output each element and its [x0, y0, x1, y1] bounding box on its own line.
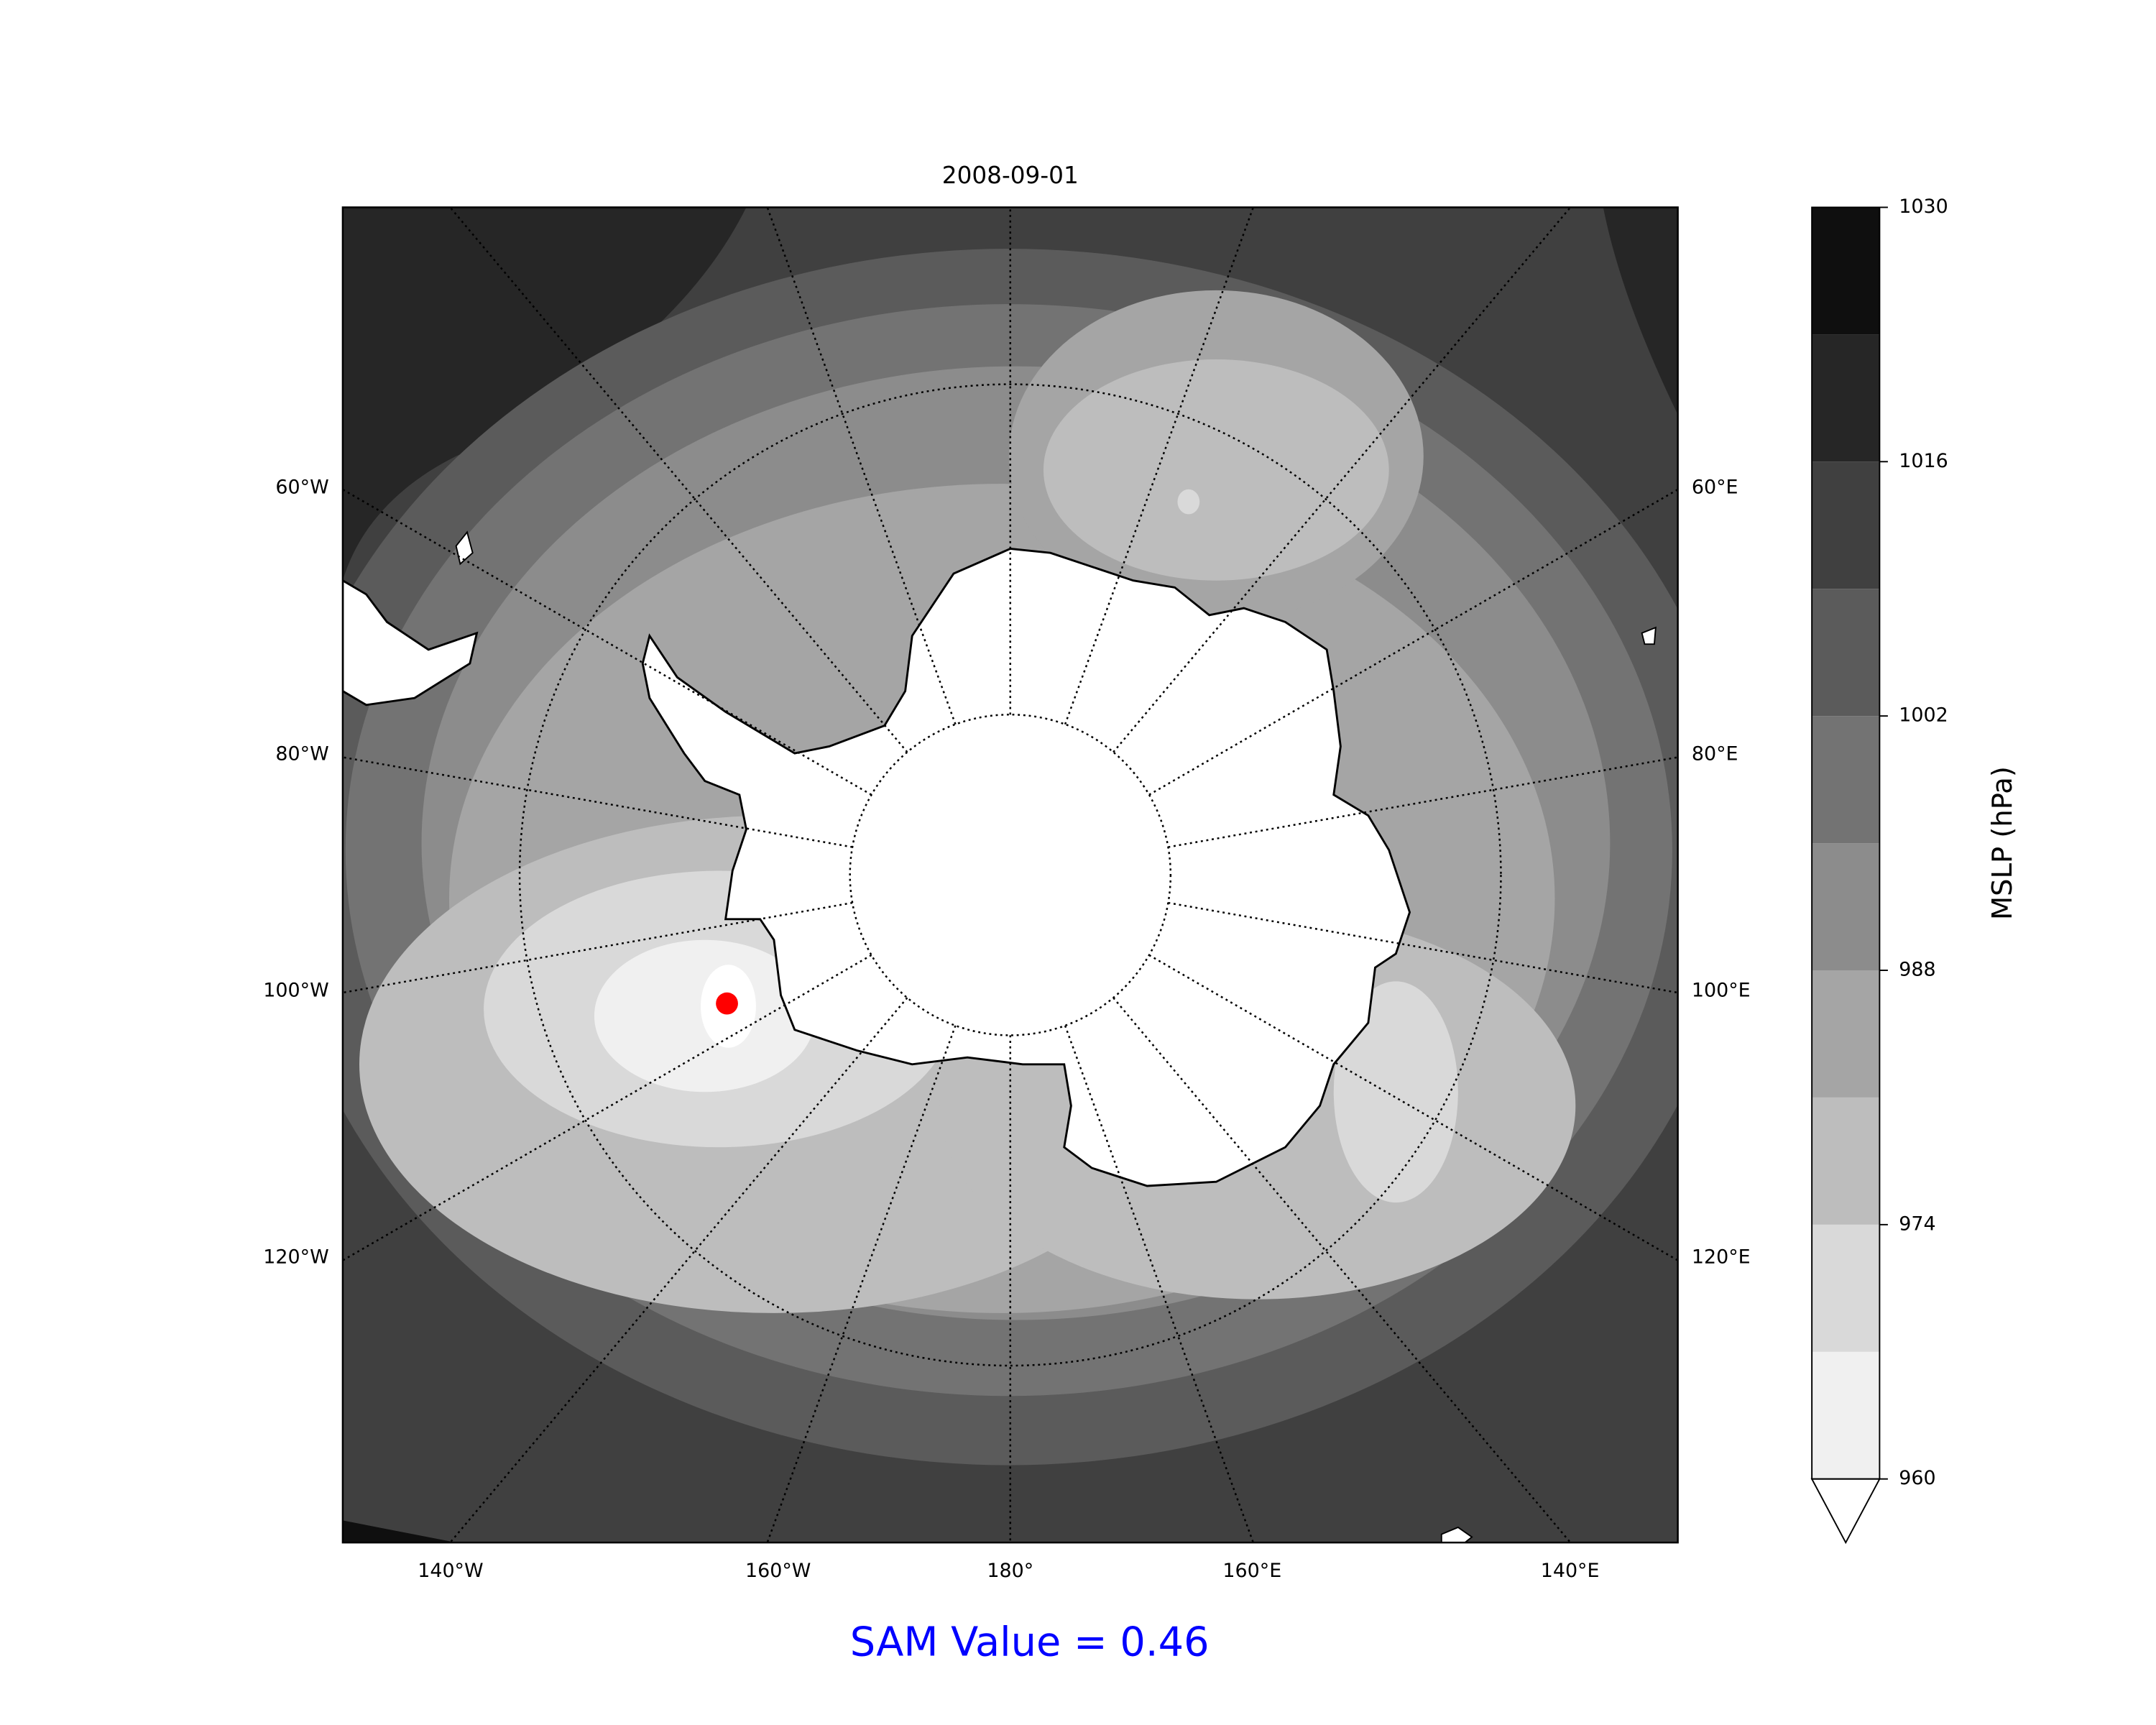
colorbar-band — [1812, 589, 1880, 717]
pressure-field — [1333, 981, 1458, 1203]
lon-label: 80°E — [1692, 743, 1738, 765]
antarctica — [641, 547, 1411, 1187]
map-title: 2008-09-01 — [942, 162, 1079, 189]
colorbar-label: MSLP (hPa) — [1986, 766, 2019, 920]
lon-label: 160°E — [1222, 1560, 1281, 1582]
location-marker — [716, 992, 738, 1015]
colorbar-band — [1812, 461, 1880, 589]
axis-labels: 60°W 80°W 100°W 120°W 60°E 80°E 100°E 120°E 140°… — [263, 476, 1750, 1582]
lon-label: 100°W — [263, 979, 328, 1001]
lon-label: 60°E — [1692, 476, 1738, 498]
colorbar-tick-label: 974 — [1899, 1213, 1935, 1235]
lon-label: 60°W — [275, 476, 328, 498]
lon-label: 120°W — [263, 1246, 328, 1269]
lon-label: 120°E — [1692, 1246, 1751, 1269]
map-frame — [341, 206, 1679, 1544]
pressure-field — [342, 1520, 456, 1543]
lon-label: 100°E — [1692, 979, 1751, 1001]
colorbar-tick-label: 1016 — [1899, 450, 1948, 472]
pressure-field — [1177, 489, 1200, 515]
meridian — [1064, 207, 1255, 725]
colorbar-band — [1812, 716, 1880, 844]
meridian — [448, 207, 908, 753]
colorbar-tick-label: 1030 — [1899, 196, 1948, 218]
colorbar-extend — [1810, 1478, 1881, 1545]
meridian — [1148, 954, 1678, 1262]
colorbar-tick-label: 988 — [1899, 959, 1935, 981]
meridian — [1148, 488, 1678, 796]
colorbar: 960 974 988 1002 1016 1030 MSLP (hPa) — [1810, 196, 2019, 1545]
south-america — [342, 579, 479, 707]
sam-annotation: SAM Value = 0.46 — [850, 1619, 1210, 1666]
meridian — [1168, 756, 1678, 848]
meridian — [766, 207, 957, 725]
colorbar-frame — [1811, 206, 1881, 1480]
pressure-field — [1043, 359, 1389, 581]
meridian — [448, 997, 908, 1543]
graticule-circle — [518, 383, 1502, 1367]
meridian — [1112, 997, 1572, 1543]
lon-label: 140°W — [418, 1560, 483, 1582]
colorbar-tick-label: 960 — [1899, 1467, 1935, 1489]
meridian — [1112, 207, 1572, 753]
lon-label: 180° — [987, 1560, 1033, 1582]
colorbar-band — [1812, 1224, 1880, 1352]
colorbar-band — [1812, 1351, 1880, 1479]
colorbar-band — [1812, 1097, 1880, 1225]
colorbar-tick-label: 1002 — [1899, 704, 1948, 727]
colorbar-band — [1812, 843, 1880, 970]
lon-label: 160°W — [745, 1560, 811, 1582]
meridian — [342, 756, 853, 848]
island — [455, 530, 474, 566]
pressure-field — [1603, 207, 1678, 415]
colorbar-band — [1812, 970, 1880, 1098]
colorbar-band — [1812, 334, 1880, 462]
lon-label: 140°E — [1541, 1560, 1600, 1582]
colorbar-band — [1812, 207, 1880, 335]
lon-label: 80°W — [275, 743, 328, 765]
meridian — [342, 954, 872, 1262]
meridian — [1168, 901, 1678, 994]
island — [1440, 1526, 1473, 1543]
meridian — [342, 488, 872, 796]
meridian — [1064, 1025, 1255, 1543]
meridian — [766, 1025, 957, 1543]
island — [1641, 626, 1657, 645]
meridian — [342, 901, 853, 994]
graticule-circle — [849, 713, 1172, 1036]
